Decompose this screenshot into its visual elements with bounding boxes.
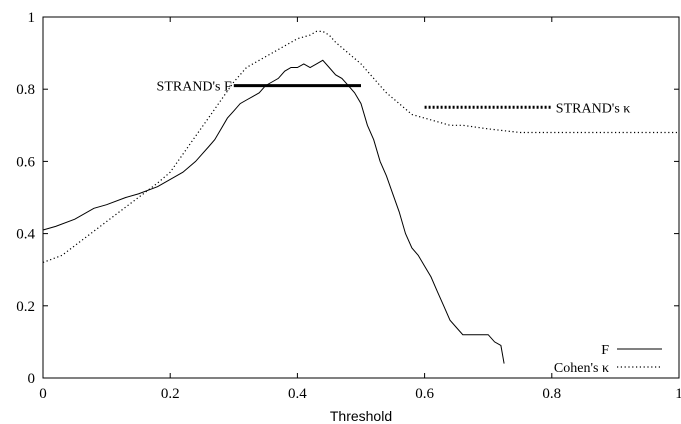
plot-frame: [42, 16, 680, 379]
y-tick-label: 0.8: [16, 82, 35, 98]
y-axis-ticks: 0 0.2 0.4 0.6 0.8 1: [16, 10, 679, 387]
reference-line-label: STRAND's κ: [556, 101, 631, 116]
y-tick-label: 0.2: [16, 299, 35, 315]
y-tick-label: 0.6: [16, 154, 35, 170]
series-layer: [42, 30, 679, 364]
x-tick-label: 0.4: [288, 386, 307, 402]
x-axis-label: Threshold: [330, 408, 392, 424]
x-tick-label: 0.6: [415, 386, 434, 402]
reference-line-label: STRAND's F: [157, 80, 232, 95]
x-tick-label: 0.2: [161, 386, 180, 402]
legend-label: Cohen's κ: [554, 361, 609, 376]
reference-lines: STRAND's F STRAND's κ: [157, 80, 631, 117]
y-tick-label: 0: [28, 371, 36, 387]
legend-label: F: [601, 343, 609, 358]
series-line-f: [42, 59, 505, 364]
x-tick-label: 1: [675, 386, 681, 402]
plot-border: [42, 16, 680, 379]
x-axis-ticks: 0 0.2 0.4 0.6 0.8 1: [39, 17, 681, 402]
x-tick-label: 0: [39, 386, 47, 402]
x-tick-label: 0.8: [542, 386, 561, 402]
y-tick-label: 0.4: [16, 227, 35, 243]
series-line-cohens-kappa: [42, 30, 679, 264]
legend: F Cohen's κ: [554, 343, 662, 376]
y-tick-label: 1: [28, 10, 36, 26]
